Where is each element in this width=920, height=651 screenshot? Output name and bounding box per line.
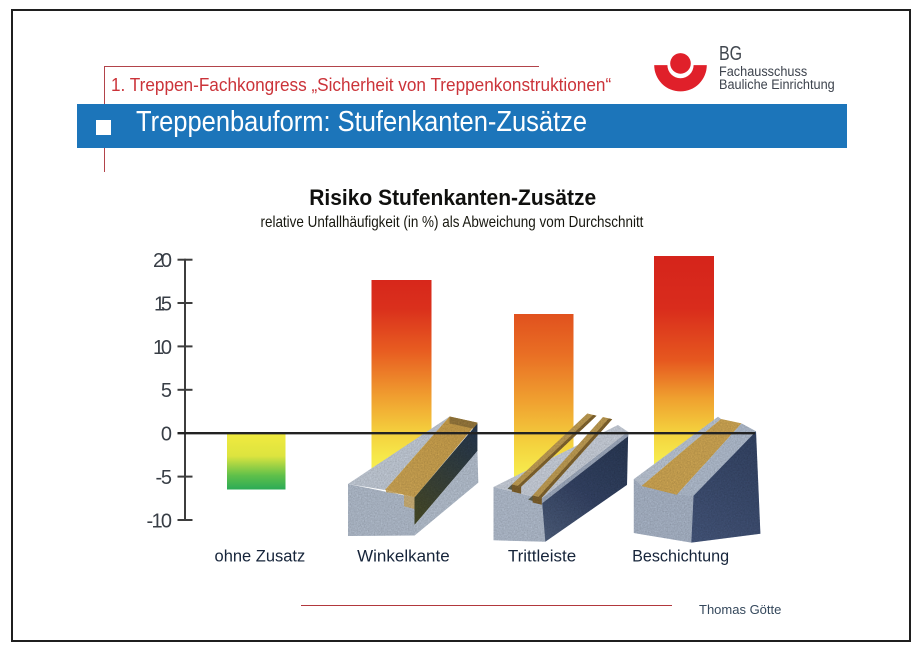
svg-text:Trittleiste: Trittleiste	[508, 547, 576, 566]
svg-text:5: 5	[161, 380, 172, 402]
svg-text:0: 0	[161, 424, 172, 446]
svg-text:Winkelkante: Winkelkante	[357, 547, 450, 566]
svg-text:20: 20	[153, 250, 172, 272]
svg-text:-5: -5	[156, 467, 173, 489]
svg-text:10: 10	[153, 337, 172, 359]
svg-text:15: 15	[154, 293, 172, 315]
svg-text:-10: -10	[147, 510, 173, 532]
svg-text:Beschichtung: Beschichtung	[632, 546, 729, 565]
svg-text:ohne Zusatz: ohne Zusatz	[215, 546, 306, 565]
